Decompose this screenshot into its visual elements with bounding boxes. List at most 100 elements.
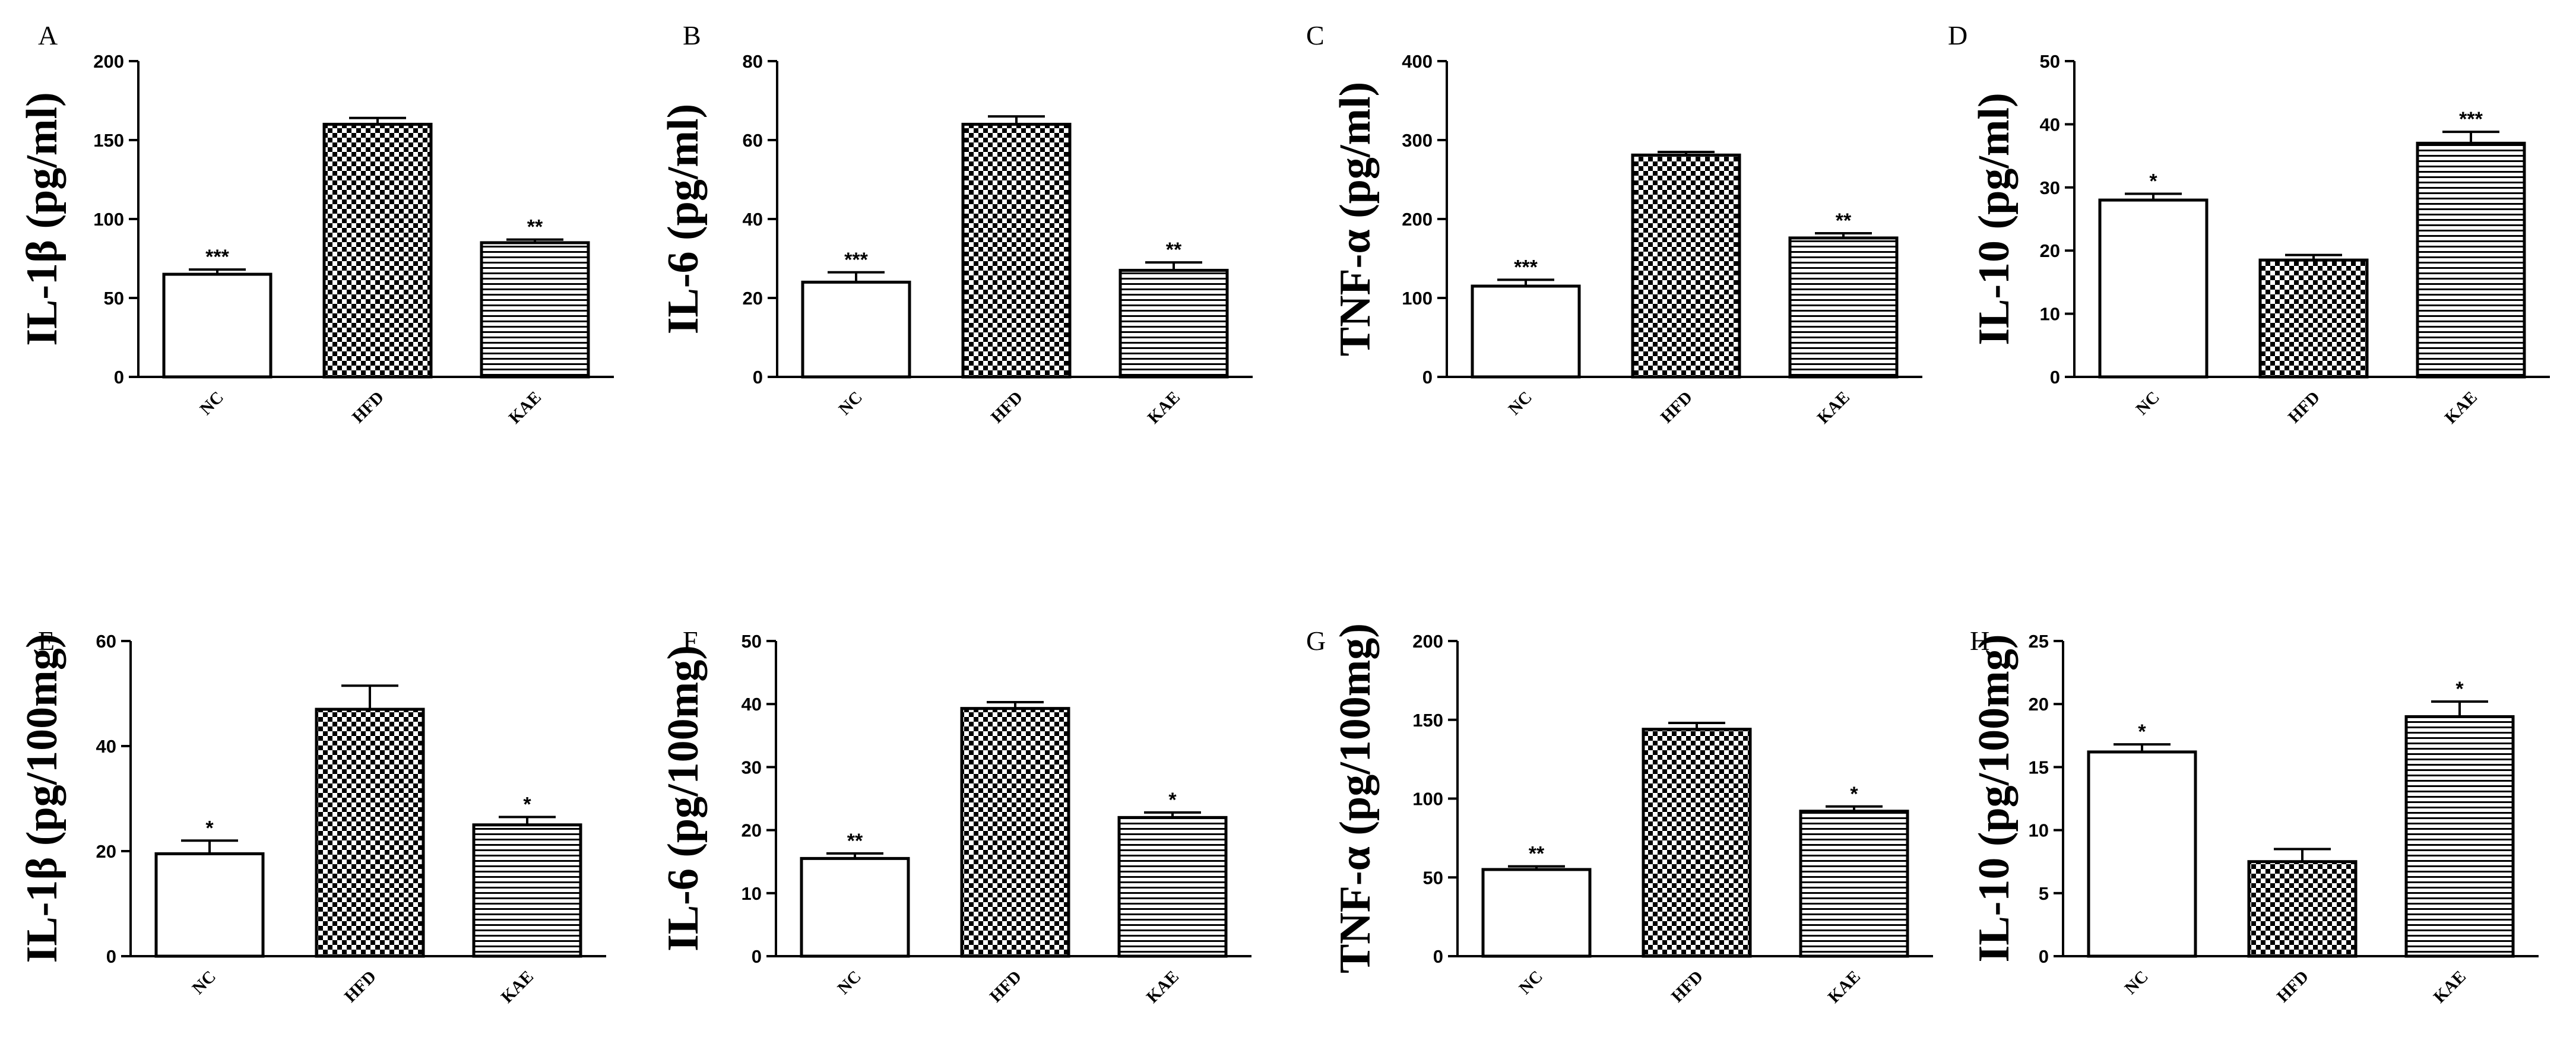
y-tick-label: 50	[2040, 51, 2060, 72]
y-tick-label: 0	[753, 367, 763, 388]
bar-nc	[800, 856, 910, 958]
y-tick-label: 0	[1422, 367, 1433, 388]
category-label: HFD	[348, 388, 388, 427]
bar-hfd	[961, 122, 1072, 379]
panel-h: HIL-10 (pg/100mg) 0 5 10 15 20 25 * NC HFD * KAE	[1970, 626, 2539, 1007]
y-tick-label: 60	[96, 631, 116, 652]
y-axis-label: TNF-α (pg/100mg)	[1331, 623, 1380, 973]
significance-label: *	[205, 817, 214, 839]
significance-label: **	[1529, 843, 1545, 865]
category-label: KAE	[505, 388, 545, 427]
y-tick-label: 10	[742, 883, 762, 904]
y-tick-label: 60	[743, 130, 763, 151]
y-tick-label: 20	[743, 288, 763, 309]
y-tick-label: 20	[2040, 240, 2060, 261]
y-axis-label: IL-6 (pg/ml)	[659, 104, 708, 335]
panel-letter: B	[683, 20, 701, 50]
panel-e: EIL-1β (pg/100mg) 0 20 40 60 * NC HFD * KAE	[18, 626, 606, 1007]
y-tick-label: 80	[743, 51, 763, 72]
y-tick-label: 200	[93, 51, 124, 72]
bar-kae	[1117, 816, 1228, 958]
category-label: NC	[1516, 967, 1547, 998]
y-tick-label: 40	[2040, 114, 2060, 135]
category-label: NC	[189, 967, 220, 998]
significance-label: **	[1166, 239, 1182, 261]
bar-hfd	[2258, 258, 2369, 379]
bar-nc	[801, 280, 911, 379]
y-tick-label: 25	[2029, 631, 2049, 652]
y-tick-label: 0	[106, 946, 116, 967]
y-tick-label: 150	[1412, 710, 1443, 731]
significance-label: *	[2455, 678, 2464, 700]
y-tick-label: 15	[2029, 757, 2049, 778]
category-label: HFD	[987, 388, 1026, 427]
y-tick-label: 0	[752, 946, 762, 967]
y-axis-label: TNF-α (pg/ml)	[1331, 82, 1380, 357]
category-label: KAE	[2441, 388, 2481, 427]
category-label: NC	[834, 967, 865, 998]
category-label: NC	[1505, 388, 1536, 418]
panel-letter: C	[1306, 20, 1325, 50]
significance-label: **	[847, 830, 863, 852]
panel-letter: A	[38, 20, 58, 50]
category-label: NC	[835, 388, 866, 418]
significance-label: *	[2149, 170, 2157, 192]
category-label: KAE	[1143, 967, 1183, 1007]
bar-kae	[1119, 268, 1229, 379]
y-tick-label: 10	[2029, 820, 2049, 841]
bar-nc	[162, 272, 273, 379]
y-tick-label: 100	[1412, 789, 1443, 810]
category-label: KAE	[1824, 967, 1864, 1007]
y-tick-label: 20	[96, 841, 116, 862]
panel-letter: D	[1948, 20, 1967, 50]
bar-kae	[472, 823, 582, 958]
panel-letter: E	[38, 626, 55, 656]
category-label: HFD	[986, 967, 1025, 1006]
y-tick-label: 100	[93, 209, 124, 230]
y-tick-label: 5	[2039, 883, 2049, 904]
category-label: NC	[197, 388, 227, 418]
significance-label: **	[527, 216, 543, 239]
y-tick-label: 150	[93, 130, 124, 151]
significance-label: ***	[844, 249, 868, 271]
category-label: HFD	[2273, 967, 2312, 1006]
significance-label: *	[523, 793, 531, 816]
y-tick-label: 200	[1402, 209, 1433, 230]
y-tick-label: 20	[742, 820, 762, 841]
y-tick-label: 40	[96, 736, 116, 757]
y-tick-label: 400	[1402, 51, 1433, 72]
y-tick-label: 30	[742, 757, 762, 778]
panel-b: B IL-6 (pg/ml) 0 20 40 60 80 *** NC HFD ** KAE	[659, 20, 1253, 427]
bar-nc	[2087, 750, 2197, 958]
y-axis-label: IL-10 (pg/ml)	[1970, 93, 2019, 345]
y-tick-label: 300	[1402, 130, 1433, 151]
y-axis-label: IL-1β (pg/ml)	[18, 92, 66, 346]
category-label: HFD	[341, 967, 380, 1006]
panel-letter: F	[683, 626, 698, 656]
panel-letter: G	[1306, 626, 1326, 656]
panel-c: C TNF-α (pg/ml) 0 100 200 300 400 *** NC HFD ** KAE	[1306, 20, 1922, 427]
bar-kae	[480, 241, 590, 379]
y-axis-label: IL-6 (pg/100mg)	[659, 645, 708, 951]
bar-hfd	[960, 707, 1070, 958]
bar-nc	[1481, 868, 1592, 958]
category-label: NC	[2133, 388, 2163, 418]
bar-nc	[1471, 284, 1581, 379]
y-tick-label: 10	[2040, 304, 2060, 325]
bar-nc	[2098, 198, 2209, 379]
bar-hfd	[1642, 728, 1752, 958]
bar-hfd	[315, 707, 425, 958]
y-tick-label: 40	[742, 694, 762, 715]
y-tick-label: 100	[1402, 288, 1433, 309]
category-label: KAE	[1144, 388, 1184, 427]
category-label: KAE	[1814, 388, 1853, 427]
y-tick-label: 0	[2039, 946, 2049, 967]
bar-kae	[1788, 236, 1899, 379]
bar-hfd	[322, 122, 433, 379]
panel-g: G TNF-α (pg/100mg) 0 50 100 150 200 ** NC HFD * KAE	[1306, 623, 1933, 1007]
significance-label: *	[2138, 721, 2146, 743]
y-tick-label: 30	[2040, 177, 2060, 198]
category-label: HFD	[1668, 967, 1707, 1006]
significance-label: ***	[205, 246, 229, 268]
y-axis-label: IL-1β (pg/100mg)	[18, 634, 66, 963]
